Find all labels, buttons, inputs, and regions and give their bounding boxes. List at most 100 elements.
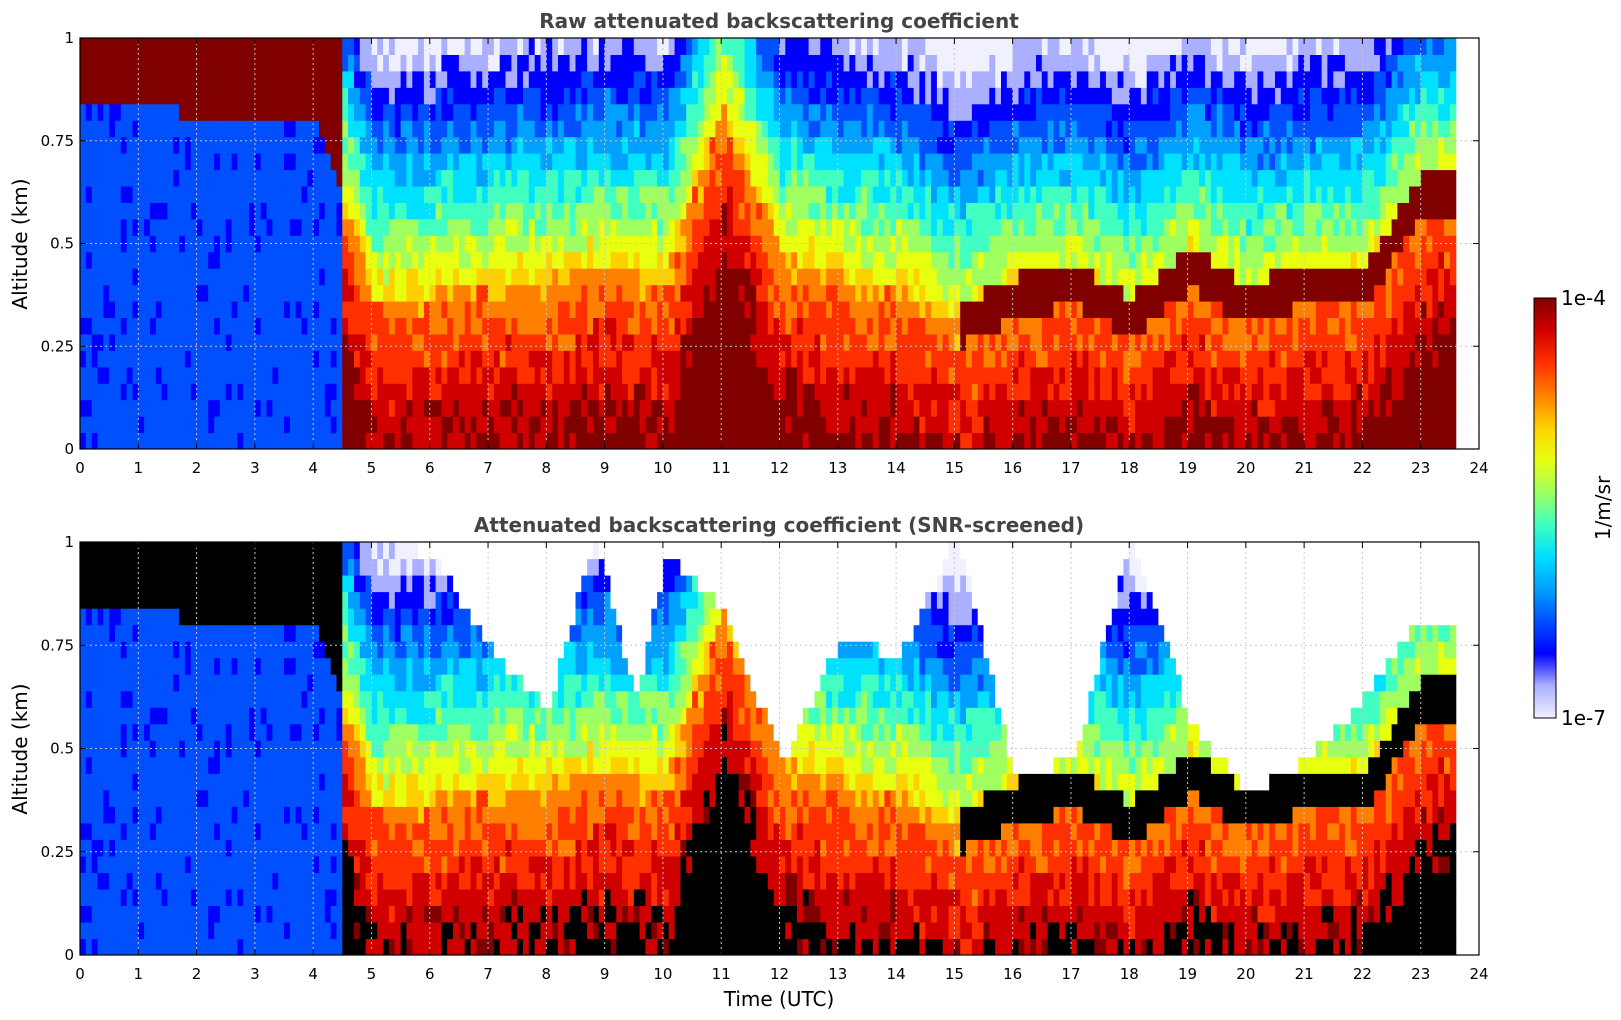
heat-cell <box>954 54 961 72</box>
heat-cell <box>330 284 338 302</box>
heat-cell <box>179 87 186 105</box>
heat-cell <box>400 120 407 138</box>
heat-column <box>960 38 967 449</box>
heat-cell <box>272 301 279 318</box>
heat-cell <box>488 54 495 72</box>
heat-cell <box>377 268 384 286</box>
heat-cell <box>383 70 390 88</box>
heat-cell <box>581 416 588 434</box>
heat-cell <box>1105 284 1113 302</box>
heat-cell <box>365 317 372 335</box>
heat-cell <box>278 268 285 286</box>
heat-cell <box>727 432 734 449</box>
heat-cell <box>179 136 186 154</box>
heat-cell <box>1018 333 1025 351</box>
heat-cell <box>1175 70 1183 88</box>
heat-cell <box>354 54 361 72</box>
heat-cell <box>1152 103 1159 121</box>
heat-cell <box>523 399 530 417</box>
heat-cell <box>412 416 419 434</box>
heat-cell <box>750 202 757 220</box>
heat-cell <box>622 350 629 368</box>
heat-cell <box>773 202 781 220</box>
heat-cell <box>645 169 652 187</box>
heat-cell <box>1100 70 1107 88</box>
heat-column <box>1024 38 1031 449</box>
heat-cell <box>260 202 268 220</box>
heat-cell <box>278 54 285 72</box>
heat-cell <box>861 333 868 351</box>
heat-cell <box>511 251 518 269</box>
heat-cell <box>581 153 588 171</box>
heat-cell <box>832 268 839 286</box>
heat-cell <box>319 169 326 187</box>
heat-column <box>779 38 786 449</box>
heat-cell <box>610 38 617 55</box>
heat-cell <box>208 169 215 187</box>
heat-cell <box>371 317 378 335</box>
heat-cell <box>901 38 909 55</box>
heat-cell <box>336 366 343 384</box>
heat-cell <box>1082 399 1089 417</box>
heat-cell <box>534 153 542 171</box>
heat-cell <box>872 70 880 88</box>
heat-cell <box>330 268 338 286</box>
heat-cell <box>458 301 466 318</box>
heat-cell <box>138 383 145 401</box>
heat-cell <box>1047 202 1054 220</box>
heat-cell <box>674 268 681 286</box>
heat-cell <box>1071 333 1078 351</box>
heat-cell <box>645 202 652 220</box>
heat-cell <box>627 301 635 318</box>
heat-cell <box>447 366 454 384</box>
heat-cell <box>878 432 885 449</box>
heat-cell <box>1001 202 1008 220</box>
heat-cell <box>208 366 215 384</box>
heat-cell <box>546 301 553 318</box>
heat-cell <box>179 103 186 121</box>
heat-cell <box>458 70 466 88</box>
heat-cell <box>103 38 110 55</box>
heat-cell <box>732 218 740 236</box>
heat-cell <box>394 87 402 105</box>
heat-cell <box>534 235 542 253</box>
heat-cell <box>488 38 495 55</box>
heat-cell <box>348 251 355 269</box>
heat-cell <box>552 186 559 203</box>
heat-cell <box>931 333 938 351</box>
heat-cell <box>394 366 402 384</box>
heat-cell <box>727 38 734 55</box>
heat-cell <box>966 38 973 55</box>
heat-cell <box>977 416 985 434</box>
heat-cell <box>1088 186 1095 203</box>
heat-column <box>674 38 681 449</box>
heat-cell <box>184 70 192 88</box>
heat-cell <box>225 284 233 302</box>
heat-cell <box>587 153 594 171</box>
heat-cell <box>482 317 489 335</box>
heat-cell <box>423 186 431 203</box>
heat-cell <box>429 317 437 335</box>
heat-cell <box>284 120 291 138</box>
heat-cell <box>377 366 384 384</box>
heat-cell <box>808 251 815 269</box>
heat-cell <box>266 153 273 171</box>
heat-cell <box>243 87 250 105</box>
heat-cell <box>762 186 769 203</box>
heat-cell <box>913 268 920 286</box>
heat-cell <box>1047 333 1054 351</box>
heat-cell <box>878 169 885 187</box>
heat-cell <box>890 186 897 203</box>
heat-cell <box>884 350 891 368</box>
heat-cell <box>954 416 961 434</box>
heat-cell <box>773 333 781 351</box>
heat-cell <box>785 136 792 154</box>
heat-cell <box>354 366 361 384</box>
heat-cell <box>575 235 582 253</box>
heat-cell <box>149 136 157 154</box>
heat-cell <box>808 202 815 220</box>
heat-cell <box>581 366 588 384</box>
heat-cell <box>1041 186 1049 203</box>
heat-cell <box>1071 251 1078 269</box>
heat-cell <box>1094 235 1101 253</box>
